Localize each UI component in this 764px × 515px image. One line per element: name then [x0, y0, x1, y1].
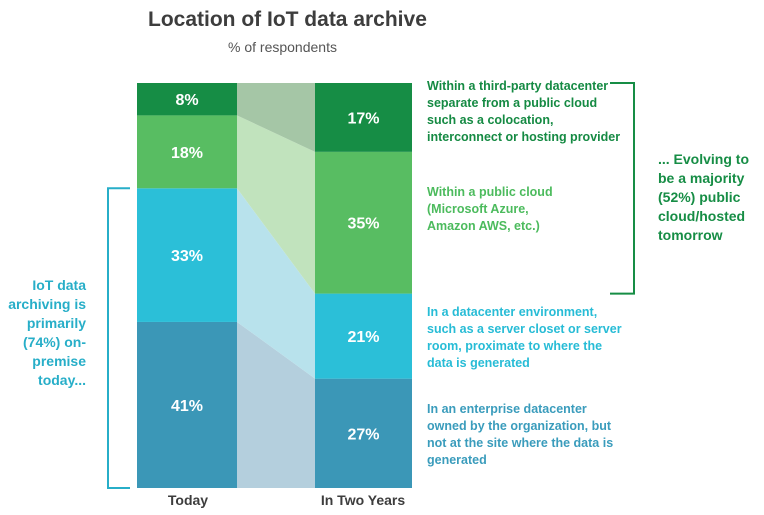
data-label: 33% [171, 248, 203, 265]
right-bracket [610, 82, 635, 295]
bar-enterprise-today [137, 321, 237, 488]
band-proximate [237, 188, 315, 379]
data-label: 35% [347, 216, 379, 233]
legend-public-cloud: Within a public cloud (Microsoft Azure, … [427, 185, 553, 233]
band-public-cloud [237, 115, 315, 294]
data-label: 8% [175, 92, 198, 109]
bar-third-party-today [137, 83, 237, 116]
band-enterprise [237, 321, 315, 488]
brackets [107, 82, 635, 489]
right-callout: ... Evolving to be a majority (52%) publ… [658, 151, 750, 243]
bars [137, 83, 412, 488]
bar-enterprise-two-years [315, 378, 412, 488]
data-label: 17% [347, 110, 379, 127]
left-bracket [107, 187, 130, 489]
category-label-today: Today [167, 492, 209, 508]
bar-public-cloud-two-years [315, 151, 412, 294]
transition-bands [237, 83, 315, 488]
data-labels: 41% 33% 18% 8% 27% 21% 35% 17% [171, 92, 380, 443]
legend-proximate-datacenter: In a datacenter environment, such as a s… [427, 305, 622, 370]
left-callout: IoT data archiving is primarily (74%) on… [8, 277, 86, 388]
data-label: 18% [171, 145, 203, 162]
legend-third-party: Within a third-party datacenter separate… [427, 79, 621, 144]
data-label: 41% [171, 398, 203, 415]
legend-enterprise-datacenter: In an enterprise datacenter owned by the… [427, 402, 614, 467]
data-label: 21% [347, 329, 379, 346]
category-label-two-years: In Two Years [320, 492, 406, 508]
band-third-party [237, 83, 315, 152]
bar-third-party-two-years [315, 83, 412, 152]
data-label: 27% [347, 426, 379, 443]
bar-public-cloud-today [137, 115, 237, 189]
bar-proximate-two-years [315, 293, 412, 379]
chart-subtitle: % of respondents [228, 39, 337, 55]
bar-proximate-today [137, 188, 237, 322]
chart-title: Location of IoT data archive [148, 8, 427, 31]
